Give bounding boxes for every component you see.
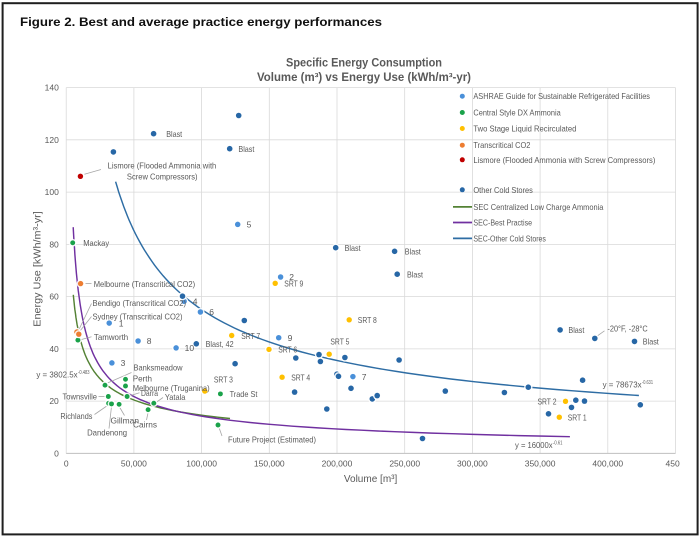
svg-text:300,000: 300,000 <box>457 459 488 469</box>
svg-text:8: 8 <box>147 336 152 346</box>
svg-text:SRT 7: SRT 7 <box>241 331 260 341</box>
svg-text:SEC-Other Cold Stores: SEC-Other Cold Stores <box>473 233 546 243</box>
svg-text:Blast: Blast <box>405 247 422 257</box>
svg-text:60: 60 <box>49 292 59 302</box>
svg-text:Blast: Blast <box>238 144 255 154</box>
svg-text:7: 7 <box>362 372 367 382</box>
svg-text:-0.631: -0.631 <box>642 380 653 386</box>
svg-text:ASHRAE Guide for Sustainable R: ASHRAE Guide for Sustainable Refrigerate… <box>473 91 650 101</box>
svg-text:SEC Centralized Low Charge Amm: SEC Centralized Low Charge Ammonia <box>473 202 603 212</box>
svg-text:-0.61: -0.61 <box>553 441 563 447</box>
svg-text:Yatala: Yatala <box>165 392 186 402</box>
svg-text:Trade St: Trade St <box>230 389 258 399</box>
svg-text:Melbourne (Truganina): Melbourne (Truganina) <box>133 383 210 393</box>
svg-text:0: 0 <box>64 459 69 469</box>
svg-text:SRT 1: SRT 1 <box>568 412 587 422</box>
svg-text:Cairns: Cairns <box>133 419 157 429</box>
svg-text:5: 5 <box>247 220 252 230</box>
svg-text:400,000: 400,000 <box>592 459 623 469</box>
svg-text:SRT 9: SRT 9 <box>284 279 303 289</box>
svg-text:Volume [m³]: Volume [m³] <box>344 474 398 485</box>
svg-text:Melbourne (Transcritical CO2): Melbourne (Transcritical CO2) <box>94 279 196 289</box>
svg-text:SRT 2: SRT 2 <box>538 396 557 406</box>
svg-text:Sydney (Transcritical CO2): Sydney (Transcritical CO2) <box>93 312 183 322</box>
svg-text:Transcritical CO2: Transcritical CO2 <box>473 140 530 150</box>
svg-text:1: 1 <box>119 318 124 328</box>
svg-text:Other Cold Stores: Other Cold Stores <box>473 185 533 195</box>
svg-text:Bendigo (Transcritical CO2): Bendigo (Transcritical CO2) <box>93 298 187 308</box>
svg-text:Two Stage Liquid Recirculated: Two Stage Liquid Recirculated <box>473 124 576 134</box>
svg-text:Volume (m³) vs Energy Use (kWh: Volume (m³) vs Energy Use (kWh/m³-yr) <box>257 72 471 84</box>
svg-text:4: 4 <box>193 297 198 307</box>
svg-text:Future Project (Estimated): Future Project (Estimated) <box>228 435 316 445</box>
svg-text:200,000: 200,000 <box>322 459 353 469</box>
svg-text:Energy Use [kWh/m³-yr]: Energy Use [kWh/m³-yr] <box>33 211 44 327</box>
svg-text:Central Style DX Ammonia: Central Style DX Ammonia <box>473 108 561 118</box>
svg-text:50,000: 50,000 <box>121 459 147 469</box>
svg-text:Blast: Blast <box>166 129 183 139</box>
svg-text:Gillman: Gillman <box>111 415 140 425</box>
svg-text:100,000: 100,000 <box>186 459 217 469</box>
svg-text:Mackay: Mackay <box>83 238 110 248</box>
svg-text:Blast, 42: Blast, 42 <box>206 339 234 349</box>
svg-text:Blast: Blast <box>568 325 585 335</box>
svg-text:150,000: 150,000 <box>254 459 285 469</box>
svg-text:SRT 3: SRT 3 <box>214 374 233 384</box>
svg-text:Darra: Darra <box>141 388 158 398</box>
svg-text:Tamworth: Tamworth <box>94 332 129 342</box>
svg-text:Screw Compressors): Screw Compressors) <box>127 171 198 181</box>
svg-text:Townsville: Townsville <box>63 391 98 401</box>
svg-text:350,000: 350,000 <box>525 459 556 469</box>
svg-text:-20°F, -28°C: -20°F, -28°C <box>607 324 647 334</box>
svg-text:10: 10 <box>185 343 195 353</box>
svg-text:-0.483: -0.483 <box>78 370 90 376</box>
svg-text:Dandenong: Dandenong <box>87 428 127 438</box>
svg-text:20: 20 <box>49 396 59 406</box>
svg-text:Figure 2. Best and average pra: Figure 2. Best and average practice ener… <box>20 15 382 29</box>
svg-text:Richlands: Richlands <box>60 411 92 421</box>
svg-text:Lismore (Flooded Ammonia with: Lismore (Flooded Ammonia with Screw Comp… <box>473 155 655 165</box>
svg-text:y = 3802.5x: y = 3802.5x <box>36 371 77 380</box>
svg-text:Specific Energy Consumption: Specific Energy Consumption <box>286 58 442 70</box>
svg-text:80: 80 <box>49 239 59 249</box>
svg-text:SRT 4: SRT 4 <box>291 373 310 383</box>
svg-text:2: 2 <box>289 272 294 282</box>
svg-text:120: 120 <box>45 135 59 145</box>
svg-text:100: 100 <box>45 187 59 197</box>
svg-text:450: 450 <box>666 459 680 469</box>
svg-text:Blast: Blast <box>345 243 362 253</box>
svg-text:SRT 6: SRT 6 <box>278 344 297 354</box>
svg-text:Blast: Blast <box>643 337 660 347</box>
svg-text:Lismore (Flooded Ammonia with: Lismore (Flooded Ammonia with <box>108 161 217 171</box>
svg-text:SRT 5: SRT 5 <box>330 337 349 347</box>
svg-text:250,000: 250,000 <box>389 459 420 469</box>
svg-text:y = 78673x: y = 78673x <box>603 381 642 390</box>
svg-text:6: 6 <box>209 307 214 317</box>
svg-text:SEC-Best Practise: SEC-Best Practise <box>473 218 532 228</box>
svg-text:140: 140 <box>45 83 59 93</box>
svg-text:40: 40 <box>49 344 59 354</box>
svg-text:Blast: Blast <box>407 269 424 279</box>
svg-text:0: 0 <box>54 448 59 458</box>
svg-text:Perth: Perth <box>133 374 153 384</box>
svg-text:y = 16000x: y = 16000x <box>515 441 553 450</box>
svg-text:SRT 8: SRT 8 <box>358 315 377 325</box>
svg-text:3: 3 <box>121 358 126 368</box>
svg-text:Banksmeadow: Banksmeadow <box>134 363 184 373</box>
svg-text:9: 9 <box>288 333 293 343</box>
